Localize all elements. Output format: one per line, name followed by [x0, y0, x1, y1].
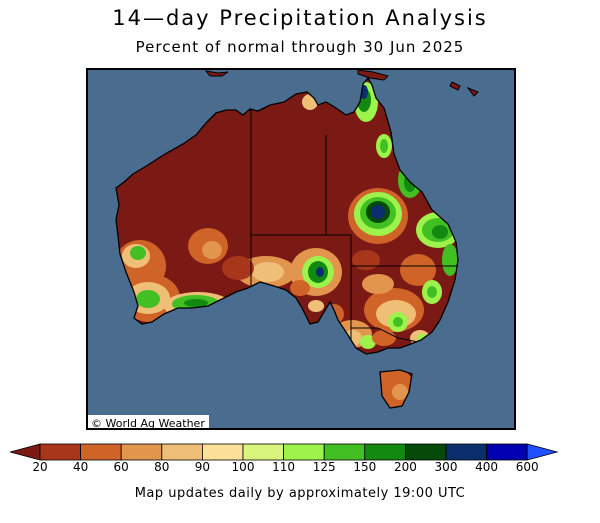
- colorbar-segment: [120, 443, 163, 461]
- colorbar-segment: [364, 443, 406, 461]
- colorbar-segment-min: [10, 443, 41, 461]
- map-subtitle: Percent of normal through 30 Jun 2025: [135, 38, 465, 56]
- colorbar-tick-label: 400: [475, 460, 499, 474]
- colorbar-tick-label: 125: [312, 460, 336, 474]
- colorbar-segment: [80, 443, 122, 461]
- colorbar-tick-label: 90: [194, 460, 211, 474]
- colorbar-segment: [445, 443, 487, 461]
- colorbar: [10, 443, 559, 461]
- credit-label: © World Ag Weather: [88, 415, 209, 428]
- colorbar-tick-label: 40: [72, 460, 89, 474]
- colorbar-tick-label: 150: [353, 460, 377, 474]
- colorbar-tick-label: 20: [32, 460, 48, 474]
- colorbar-segment-max: [526, 443, 559, 461]
- colorbar-segment: [486, 443, 528, 461]
- colorbar-tick-label: 600: [515, 460, 539, 474]
- colorbar-tick-label: 110: [272, 460, 296, 474]
- land-mass: [116, 78, 458, 408]
- colorbar-segment: [161, 443, 203, 461]
- colorbar-segment: [201, 443, 244, 461]
- colorbar-segment: [404, 443, 447, 461]
- colorbar-segment: [323, 443, 366, 461]
- colorbar-tick-label: 200: [393, 460, 417, 474]
- colorbar-tick-label: 300: [434, 460, 458, 474]
- colorbar-segment: [242, 443, 284, 461]
- map-frame: © World Ag Weather: [86, 68, 516, 430]
- colorbar-tick-label: 60: [113, 460, 129, 474]
- colorbar-tick-label: 80: [154, 460, 170, 474]
- colorbar-segment: [283, 443, 325, 461]
- map-title: 14—day Precipitation Analysis: [112, 6, 488, 30]
- precipitation-map: © World Ag Weather: [88, 70, 479, 428]
- colorbar-segment: [39, 443, 81, 461]
- update-note: Map updates daily by approximately 19:00…: [134, 486, 466, 501]
- colorbar-tick-label: 100: [231, 460, 255, 474]
